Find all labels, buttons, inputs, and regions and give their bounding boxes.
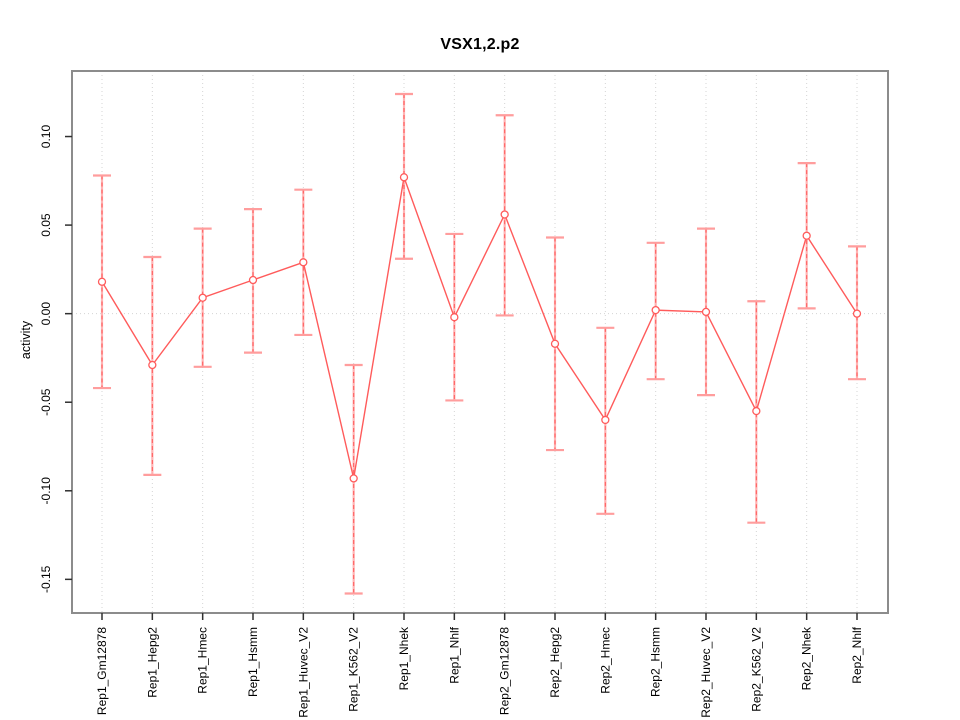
x-tick-label: Rep1_Hmec xyxy=(196,627,210,694)
gridlines xyxy=(72,71,888,613)
data-point xyxy=(198,293,207,302)
y-tick-label: -0.05 xyxy=(39,388,53,416)
series-line xyxy=(101,174,858,479)
x-tick-label: Rep2_Gm12878 xyxy=(498,627,512,715)
y-tick-label: 0.05 xyxy=(39,213,53,237)
y-tick-label: -0.10 xyxy=(39,477,53,505)
x-axis: Rep1_Gm12878 Rep1_Hepg2 Rep1_Hmec Rep1_Hsmm… xyxy=(95,613,864,718)
y-axis-label: activity xyxy=(19,320,33,360)
x-tick-label: Rep2_Nhlf xyxy=(850,626,864,683)
data-point xyxy=(399,173,409,182)
data-point xyxy=(852,309,862,318)
error-bars xyxy=(93,92,866,595)
data-point xyxy=(97,277,107,286)
chart-title: VSX1,2.p2 xyxy=(440,36,520,53)
data-point xyxy=(550,339,560,348)
data-point xyxy=(701,307,711,317)
data-point xyxy=(148,360,157,370)
x-tick-label: Rep1_Nhek xyxy=(397,626,411,690)
data-point xyxy=(299,258,308,267)
y-axis: 0.10 0.05 0.00 -0.05 -0.10 -0.15 xyxy=(39,125,72,593)
data-point xyxy=(248,275,258,285)
data-point xyxy=(802,231,811,240)
x-tick-label: Rep2_Nhek xyxy=(800,626,814,690)
x-tick-label: Rep2_K562_V2 xyxy=(749,627,763,712)
data-points xyxy=(97,173,862,483)
x-tick-label: Rep1_Nhlf xyxy=(447,626,461,683)
x-tick-label: Rep2_Hsmm xyxy=(649,627,663,697)
y-tick-label: 0.00 xyxy=(39,302,53,326)
y-tick-label: -0.15 xyxy=(39,565,53,593)
x-tick-label: Rep2_Huvec_V2 xyxy=(699,627,713,718)
x-tick-label: Rep1_Huvec_V2 xyxy=(296,627,310,718)
data-point xyxy=(500,210,509,219)
data-point xyxy=(450,313,459,322)
x-tick-label: Rep1_Hepg2 xyxy=(145,627,159,698)
data-point xyxy=(349,474,358,483)
x-tick-label: Rep1_Gm12878 xyxy=(95,627,109,715)
y-tick-label: 0.10 xyxy=(39,125,53,149)
data-point xyxy=(651,305,660,315)
x-tick-label: Rep1_K562_V2 xyxy=(347,627,361,712)
data-point xyxy=(752,406,761,416)
plot-border xyxy=(71,70,889,614)
x-tick-label: Rep2_Hepg2 xyxy=(548,627,562,698)
data-point xyxy=(601,415,610,425)
x-tick-label: Rep2_Hmec xyxy=(598,627,612,694)
x-tick-label: Rep1_Hsmm xyxy=(246,627,260,697)
